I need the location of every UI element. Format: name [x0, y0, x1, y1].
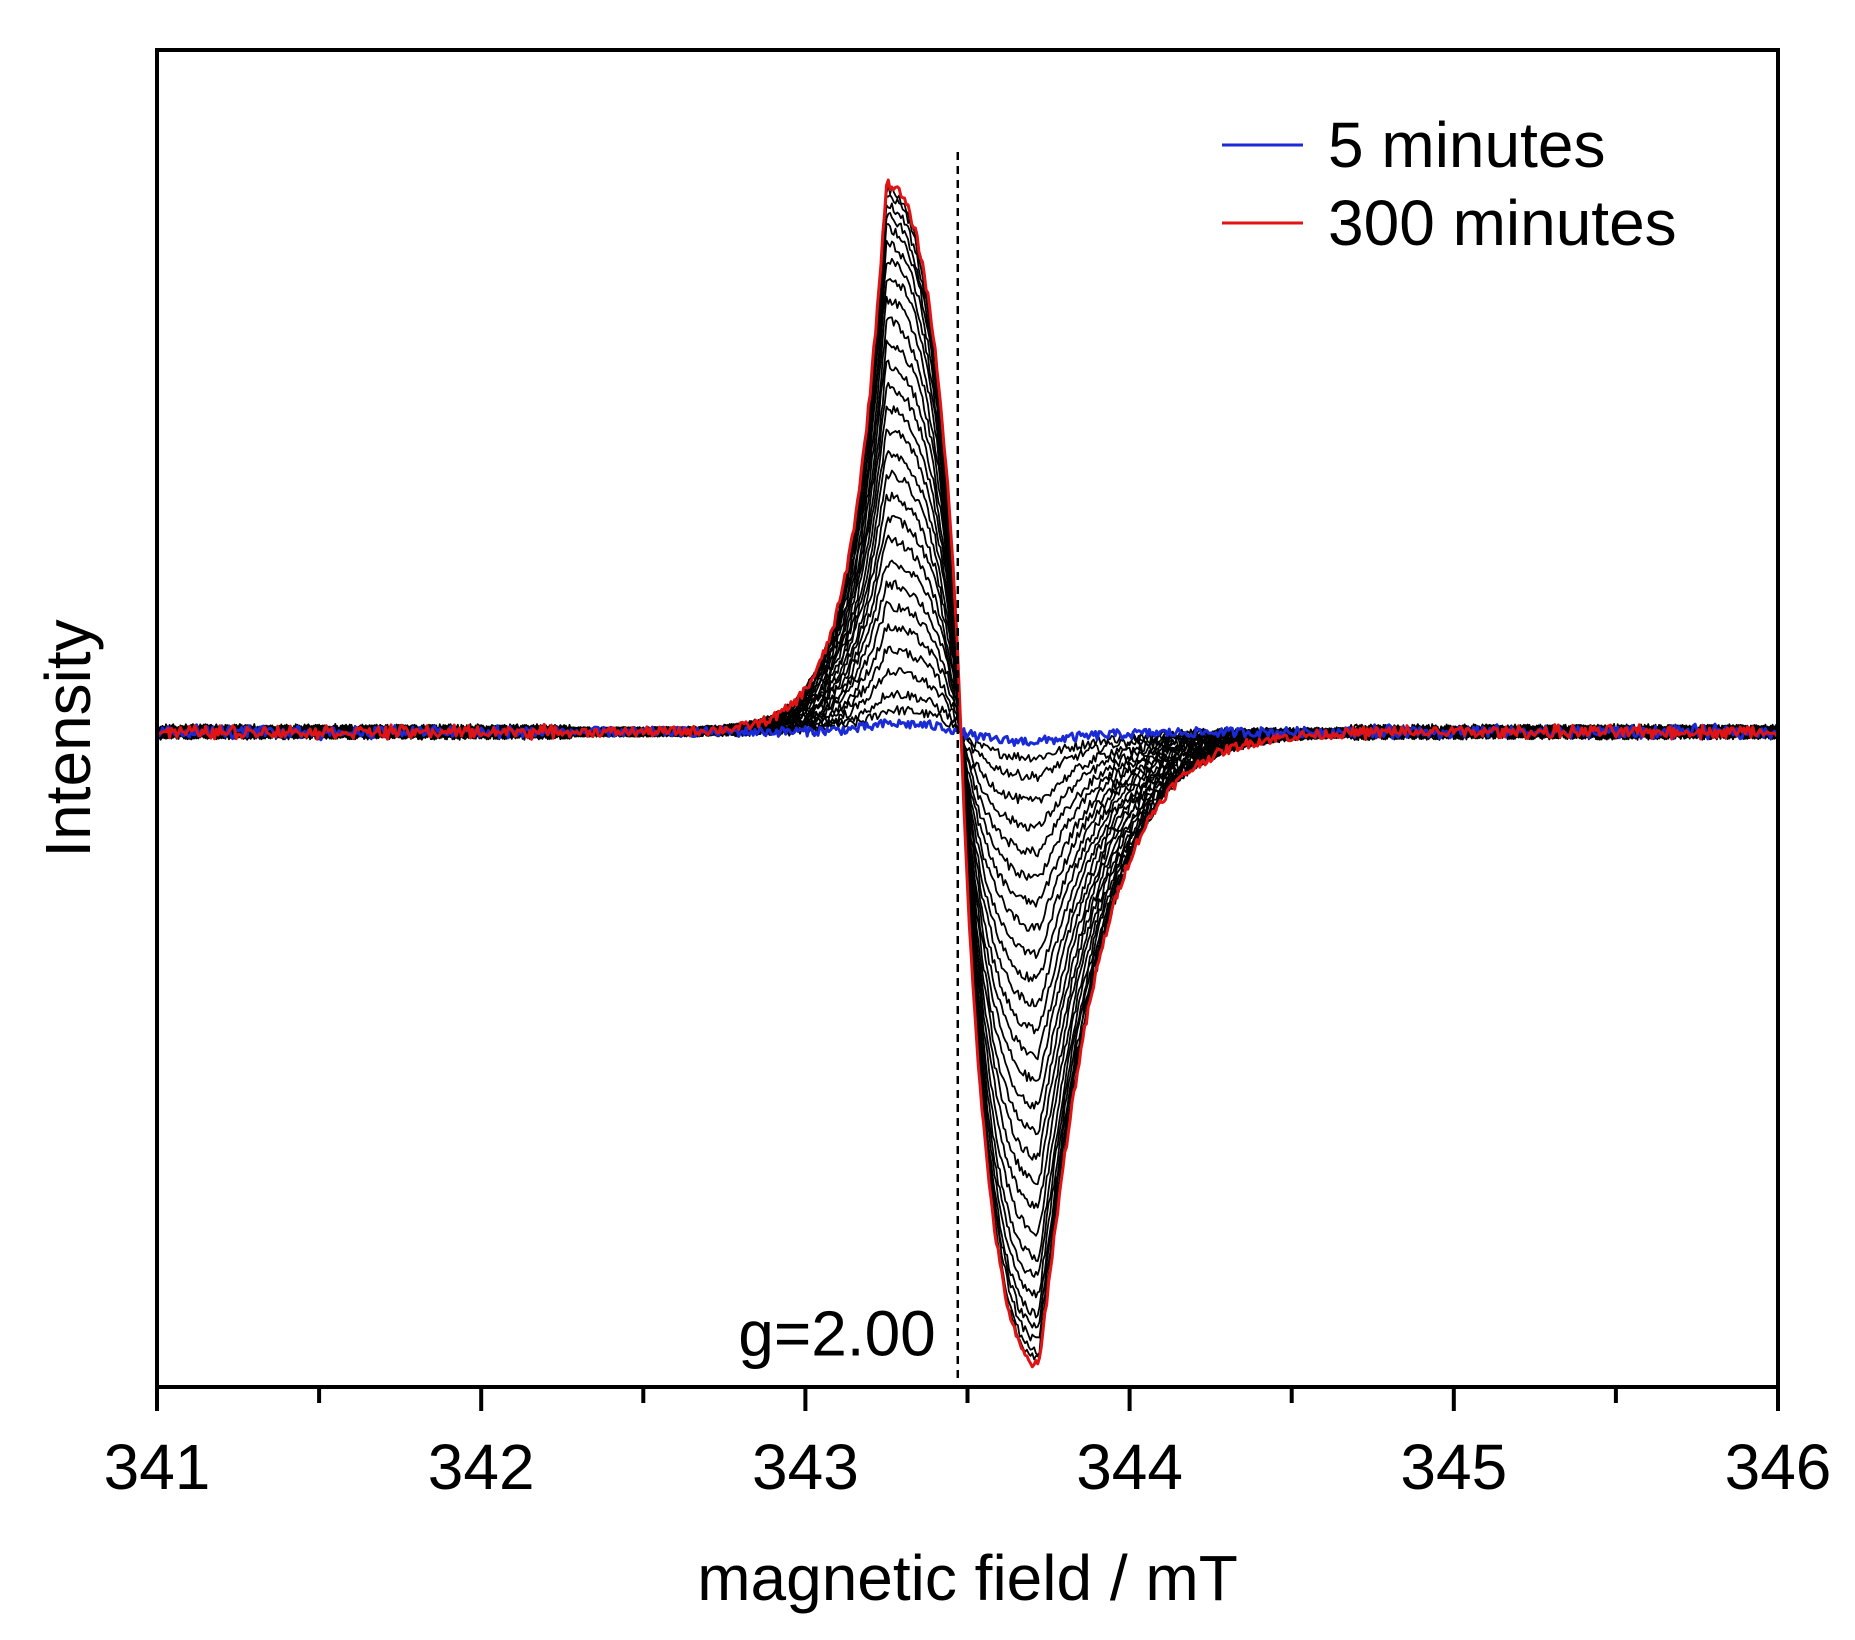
- x-tick-label: 344: [1076, 1431, 1183, 1503]
- g-factor-annotation: g=2.00: [738, 1297, 936, 1369]
- series-line-intermediate: [156, 295, 1779, 1237]
- series-line-300-minutes: [156, 178, 1780, 1369]
- series-line-intermediate: [156, 339, 1779, 1186]
- x-tick-label: 341: [104, 1431, 211, 1503]
- x-axis-ticks: [155, 1387, 1780, 1411]
- x-tick-label: 345: [1400, 1431, 1507, 1503]
- series-layer: [155, 178, 1780, 1369]
- x-axis-tick-labels: 341 342 343 344 345 346: [104, 1431, 1832, 1503]
- series-line-intermediate: [156, 469, 1779, 1035]
- legend-label-300-minutes: 300 minutes: [1328, 187, 1677, 259]
- legend-label-5-minutes: 5 minutes: [1328, 109, 1605, 181]
- x-tick-label: 342: [428, 1431, 535, 1503]
- y-axis-title: Intensity: [32, 619, 104, 857]
- x-tick-label: 343: [752, 1431, 859, 1503]
- x-axis-title: magnetic field / mT: [697, 1542, 1238, 1614]
- legend: 5 minutes 300 minutes: [1222, 109, 1677, 259]
- x-tick-label: 346: [1725, 1431, 1832, 1503]
- series-line-intermediate: [156, 316, 1779, 1209]
